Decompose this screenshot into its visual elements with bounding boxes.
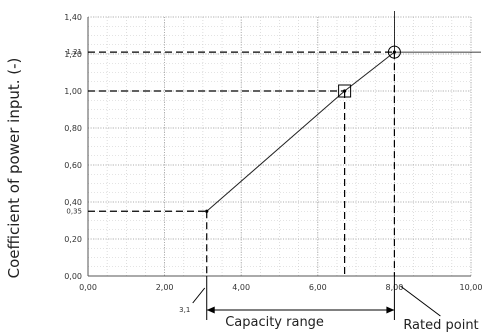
square-marker [338, 84, 352, 98]
leader-line [192, 287, 206, 304]
capacity-range-label: Capacity range [225, 315, 324, 330]
reference-x-label: 3,1 [179, 306, 190, 314]
annotations: 3,1 Capacity range Rated point [179, 276, 479, 333]
reference-lines: 0,35 1,21 [66, 11, 481, 276]
y-tick-label: 1,00 [64, 87, 82, 96]
axes [87, 17, 471, 277]
data-point [392, 50, 396, 54]
reference-y-label: 1,21 [66, 48, 82, 56]
y-tick-label: 0,00 [64, 272, 82, 281]
reference-y-label: 0,35 [66, 207, 82, 215]
data-point [343, 89, 347, 93]
grid [87, 16, 472, 277]
range-arrowhead-left [206, 306, 215, 314]
data-series [205, 50, 396, 213]
circle-marker [387, 45, 401, 59]
leader-line [400, 285, 441, 317]
rated-point-label: Rated point [403, 318, 478, 333]
x-tick-label: 4,00 [232, 283, 250, 292]
x-tick-label: 10,00 [460, 283, 483, 292]
y-tick-label: 1,20 [64, 50, 82, 59]
tick-labels: 0,00 0,20 0,40 0,60 0,80 1,00 1,20 1,40 0,00 2,00… [64, 13, 482, 292]
y-axis-label: Coefficient of power input. (-) [5, 58, 23, 279]
y-tick-label: 1,40 [64, 13, 82, 22]
y-tick-label: 0,40 [64, 198, 82, 207]
data-point [205, 209, 209, 213]
series-line [206, 51, 395, 212]
y-tick-label: 0,20 [64, 235, 82, 244]
x-tick-label: 2,00 [156, 283, 174, 292]
y-tick-label: 0,60 [64, 161, 82, 170]
range-arrowhead-right [386, 306, 395, 314]
x-tick-label: 6,00 [309, 283, 327, 292]
markers [338, 45, 401, 98]
x-tick-label: 0,00 [79, 283, 97, 292]
y-tick-label: 0,80 [64, 124, 82, 133]
